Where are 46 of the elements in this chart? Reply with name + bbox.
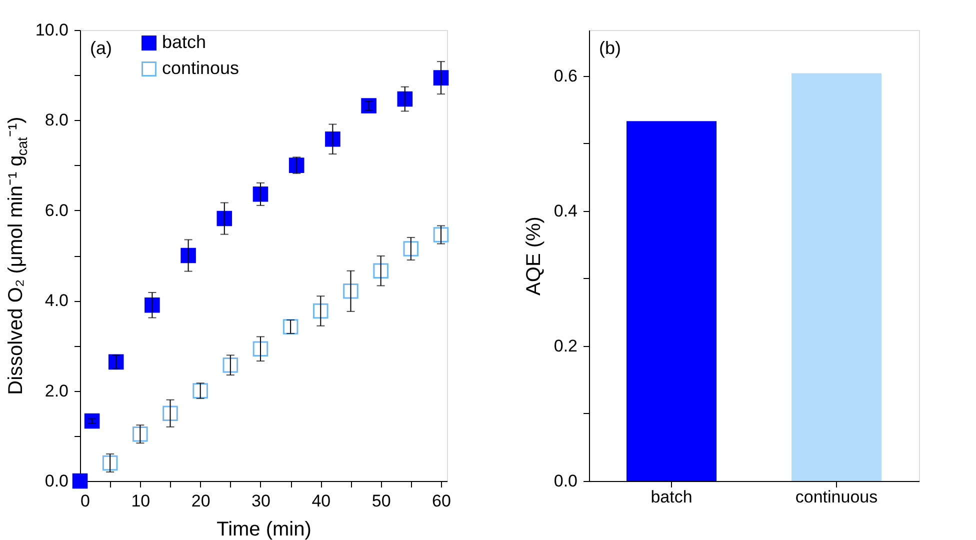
annotation: (b)	[599, 38, 621, 58]
y-tick-label: 0.4	[554, 201, 578, 220]
y-tick-label: 6.0	[44, 200, 68, 220]
point	[252, 341, 268, 356]
y-tick-label: 0.0	[44, 472, 68, 490]
x-tick-label: 60	[432, 492, 451, 510]
point	[403, 241, 419, 256]
point	[72, 473, 88, 489]
legend-label: continous	[162, 58, 240, 78]
point	[192, 383, 208, 398]
y-tick-label: 0.0	[554, 472, 578, 490]
annotation: (a)	[90, 38, 112, 58]
point	[288, 158, 304, 173]
point	[180, 248, 196, 264]
x-tick-label: batch	[650, 488, 692, 506]
y-axis-title: AQE (%)	[522, 216, 545, 296]
y-tick-label: 2.0	[44, 381, 68, 400]
point	[102, 455, 118, 471]
x-tick-label: 20	[191, 492, 210, 510]
x-tick-label: 50	[372, 492, 391, 510]
point	[397, 91, 413, 107]
point	[325, 132, 340, 147]
legend-label: batch	[162, 32, 206, 52]
x-tick-label: 10	[131, 492, 150, 510]
x-tick-label: 40	[312, 492, 331, 510]
point	[343, 283, 358, 299]
point	[222, 357, 238, 373]
point	[313, 303, 328, 319]
y-tick-label: 0.6	[554, 66, 578, 86]
point	[144, 297, 160, 313]
x-tick-label: 0	[80, 492, 90, 510]
y-tick-label: 4.0	[44, 291, 68, 310]
point	[252, 186, 268, 202]
y-tick-label: 8.0	[44, 110, 68, 130]
x-tick-label: 30	[252, 492, 270, 510]
y-tick-label: 0.2	[554, 336, 578, 356]
point	[433, 227, 449, 242]
point	[84, 413, 100, 429]
point	[433, 70, 449, 86]
point	[216, 210, 232, 226]
x-tick-label: continuous	[795, 488, 878, 506]
y-tick-label: 10.0	[35, 20, 68, 40]
x-axis-title: Time (min)	[216, 518, 312, 540]
point	[373, 263, 388, 278]
point	[132, 426, 148, 442]
y-axis-title: Dissolved O₂ (μmol min⁻¹ gcat⁻¹)	[5, 116, 30, 395]
